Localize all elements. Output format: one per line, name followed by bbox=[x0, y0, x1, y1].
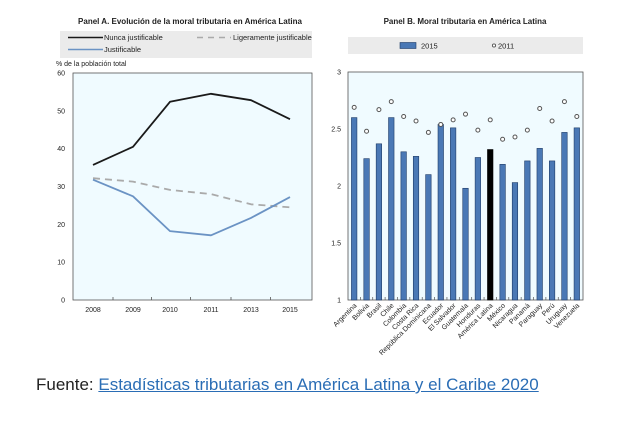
panel-a-y-tick-label: 60 bbox=[57, 71, 65, 78]
source-footer: Fuente: Estadísticas tributarias en Amér… bbox=[36, 375, 539, 395]
panel-a-title: Panel A. Evolución de la moral tributari… bbox=[78, 17, 302, 26]
panel-a-x-tick-label: 2015 bbox=[282, 307, 298, 314]
point-2011 bbox=[524, 127, 530, 133]
bar-2015 bbox=[511, 182, 519, 301]
panel-a-x-tick-label: 2008 bbox=[85, 307, 101, 314]
point-2011 bbox=[388, 99, 394, 105]
bar-2015 bbox=[351, 117, 358, 301]
panel-a-legend-box bbox=[60, 31, 312, 58]
point-2011 bbox=[351, 104, 357, 110]
source-link[interactable]: Estadísticas tributarias en América Lati… bbox=[98, 375, 539, 394]
panel-a-x-tick-label: 2011 bbox=[203, 307, 218, 314]
point-2011 bbox=[512, 134, 518, 140]
bar-2015 bbox=[549, 160, 556, 301]
bar-2015 bbox=[437, 124, 444, 301]
bar-2015 bbox=[412, 156, 420, 301]
panel-a-x-tick-label: 2010 bbox=[162, 307, 178, 314]
point-2011 bbox=[401, 113, 407, 119]
point-2011 bbox=[561, 99, 567, 105]
point-2011 bbox=[537, 105, 543, 111]
point-2011 bbox=[549, 118, 555, 124]
panel-a-y-tick-label: 50 bbox=[57, 108, 65, 115]
panel-a-series bbox=[92, 92, 291, 237]
point-2011 bbox=[450, 117, 456, 123]
point-2011 bbox=[425, 129, 431, 135]
panel-b-title: Panel B. Moral tributaria en América Lat… bbox=[384, 17, 547, 26]
bar-2015 bbox=[536, 148, 543, 301]
bar-2015 bbox=[561, 132, 568, 301]
legend-label-2015: 2015 bbox=[421, 42, 438, 51]
panel-b-y-tick-label: 2.5 bbox=[331, 127, 341, 134]
bar-2015 bbox=[375, 143, 382, 301]
panel-b: Panel B. Moral tributaria en América Lat… bbox=[331, 17, 584, 357]
panel-a-x-tick-label: 2009 bbox=[125, 307, 141, 314]
bar-2015 bbox=[363, 158, 370, 301]
point-2011 bbox=[500, 136, 506, 142]
panel-b-legend-box bbox=[348, 37, 583, 54]
legend-label-nunca: Nunca justificable bbox=[104, 33, 163, 42]
point-2011 bbox=[364, 128, 370, 134]
point-2011 bbox=[475, 127, 481, 133]
legend-label-2011: 2011 bbox=[498, 42, 514, 51]
series-line-justificable bbox=[92, 178, 291, 237]
panel-b-y-ticks: 1 1.5 2 2.5 3 bbox=[331, 70, 341, 305]
panel-a-y-tick-label: 0 bbox=[61, 298, 65, 305]
bar-2015 bbox=[388, 117, 395, 301]
panel-a-x-tick-label: 2013 bbox=[243, 307, 259, 314]
panel-a: Panel A. Evolución de la moral tributari… bbox=[56, 17, 313, 314]
panel-a-x-ticks: 2008 2009 2010 2011 2013 2015 bbox=[85, 297, 298, 314]
series-line-nunca bbox=[92, 92, 291, 166]
panel-a-y-tick-label: 40 bbox=[57, 146, 65, 153]
bar-2015 bbox=[450, 127, 457, 301]
bar-2015 bbox=[425, 174, 432, 301]
legend-swatch-2015 bbox=[399, 42, 417, 49]
panel-b-y-tick-label: 2 bbox=[337, 184, 341, 191]
point-2011 bbox=[574, 113, 580, 119]
panel-b-y-tick-label: 1 bbox=[337, 298, 341, 305]
bar-2015 bbox=[474, 157, 481, 301]
legend-label-justificable: Justificable bbox=[104, 45, 141, 54]
panel-b-y-tick-label: 3 bbox=[337, 70, 341, 77]
bar-2015 bbox=[524, 160, 531, 301]
series-line-ligeramente bbox=[92, 177, 291, 209]
bar-2015 bbox=[573, 127, 580, 301]
panel-b-points bbox=[351, 99, 580, 142]
panel-b-x-ticks: ArgentinaBoliviaBrasilChileColombiaCosta… bbox=[332, 297, 581, 357]
bar-2015 bbox=[499, 164, 506, 301]
point-2011 bbox=[413, 118, 419, 124]
bar-2015 bbox=[487, 149, 494, 301]
panel-b-bars bbox=[351, 117, 580, 301]
point-2011 bbox=[376, 107, 382, 113]
panel-a-y-tick-label: 20 bbox=[57, 222, 65, 229]
bar-2015 bbox=[462, 187, 469, 301]
panel-a-y-axis-label: % de la población total bbox=[56, 61, 127, 68]
panel-a-y-ticks: 0 10 20 30 40 50 60 bbox=[57, 71, 65, 305]
bar-2015 bbox=[400, 151, 407, 301]
legend-swatch-2011 bbox=[491, 43, 497, 48]
legend-label-ligeramente: Ligeramente justificable bbox=[233, 33, 312, 42]
point-2011 bbox=[487, 117, 493, 123]
point-2011 bbox=[463, 111, 468, 117]
panel-b-y-tick-label: 1.5 bbox=[331, 241, 341, 248]
source-prefix: Fuente: bbox=[36, 375, 99, 394]
panel-a-y-tick-label: 30 bbox=[57, 184, 65, 191]
point-2011 bbox=[438, 121, 444, 127]
panel-a-y-tick-label: 10 bbox=[57, 260, 65, 267]
